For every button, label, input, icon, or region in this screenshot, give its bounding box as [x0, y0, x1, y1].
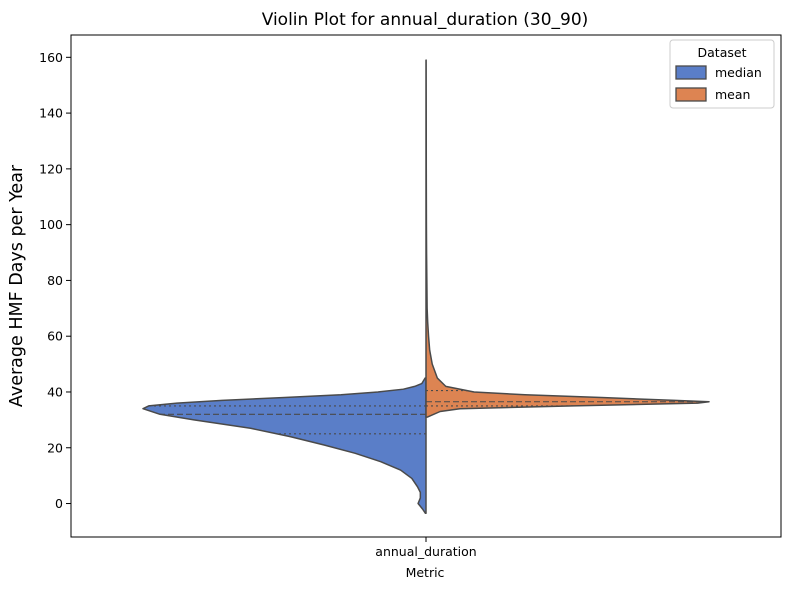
plot-area: 0 20 40 60 80 100 120 140 160 annual_duration — [39, 50, 710, 559]
legend-swatch-median — [675, 65, 707, 80]
y-tick-label: 80 — [47, 273, 63, 288]
y-tick-label: 60 — [47, 329, 63, 344]
legend: Dataset median mean — [669, 39, 775, 109]
y-tick-label: 100 — [39, 217, 63, 232]
chart-title: Violin Plot for annual_duration (30_90) — [262, 10, 589, 30]
legend-title: Dataset — [698, 45, 747, 60]
y-axis-label: Average HMF Days per Year — [7, 164, 27, 407]
y-tick-label: 20 — [47, 440, 63, 455]
y-tick-label: 40 — [47, 384, 63, 399]
legend-swatch-mean — [675, 87, 707, 102]
y-tick-label: 0 — [55, 496, 63, 511]
x-axis-label: Metric — [406, 565, 445, 580]
legend-label-mean: mean — [715, 87, 750, 102]
y-tick-label: 140 — [39, 106, 63, 121]
plot-frame — [70, 34, 782, 538]
y-tick-label: 120 — [39, 161, 63, 176]
legend-label-median: median — [715, 65, 762, 80]
x-tick-label: annual_duration — [375, 544, 476, 559]
y-tick-label: 160 — [39, 50, 63, 65]
violin-mean — [425, 59, 710, 418]
violin-median — [142, 377, 427, 515]
